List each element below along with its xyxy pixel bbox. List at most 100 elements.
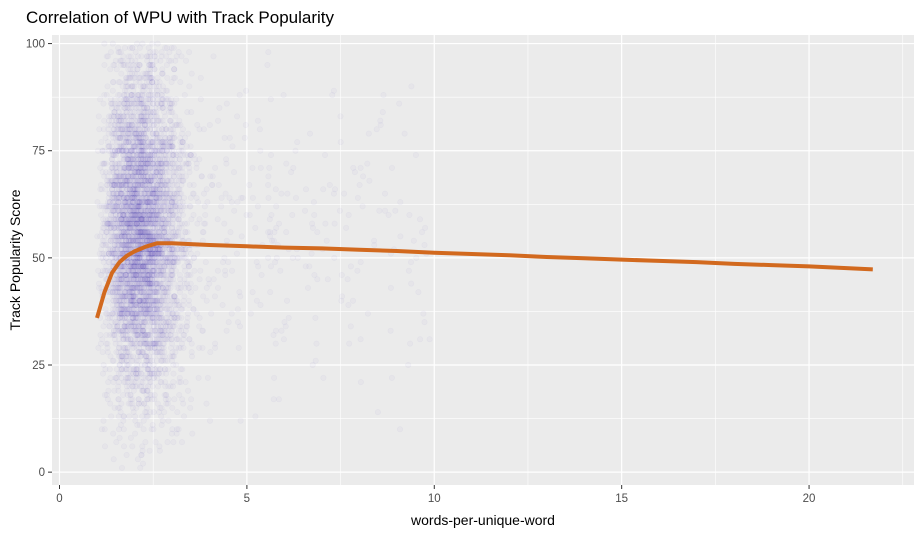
scatter-point: [142, 190, 149, 197]
scatter-point: [138, 53, 145, 60]
scatter-point: [160, 194, 167, 201]
scatter-point: [225, 319, 232, 326]
scatter-point: [265, 254, 272, 261]
scatter-point: [145, 233, 152, 240]
scatter-point: [156, 297, 163, 304]
scatter-point: [129, 443, 136, 450]
scatter-point: [144, 297, 151, 304]
scatter-point: [208, 310, 215, 317]
scatter-point: [109, 190, 116, 197]
scatter-point: [266, 164, 273, 171]
scatter-point: [119, 267, 126, 274]
scatter-point: [147, 391, 154, 398]
scatter-point: [120, 271, 127, 278]
scatter-point: [169, 353, 176, 360]
scatter-point: [241, 134, 248, 141]
scatter-point: [129, 289, 136, 296]
scatter-point: [173, 96, 180, 103]
scatter-point: [140, 160, 147, 167]
scatter-point: [131, 169, 138, 176]
scatter-point: [118, 130, 125, 137]
scatter-point: [164, 263, 171, 270]
scatter-point: [163, 233, 170, 240]
scatter-point: [121, 212, 128, 219]
scatter-point: [134, 70, 141, 77]
scatter-point: [121, 280, 128, 287]
scatter-point: [216, 104, 223, 111]
scatter-point: [150, 314, 157, 321]
scatter-point: [162, 289, 169, 296]
scatter-point: [140, 263, 147, 270]
scatter-point: [163, 147, 170, 154]
scatter-point: [127, 242, 134, 249]
scatter-point: [143, 413, 150, 420]
scatter-point: [131, 126, 138, 133]
scatter-point: [117, 280, 124, 287]
scatter-point: [129, 122, 136, 129]
scatter-point: [124, 271, 131, 278]
scatter-point: [158, 164, 165, 171]
scatter-point: [132, 160, 139, 167]
scatter-point: [127, 113, 134, 120]
scatter-point: [162, 199, 169, 206]
scatter-point: [134, 40, 141, 47]
scatter-point: [246, 182, 253, 189]
scatter-point: [143, 357, 150, 364]
scatter-point: [387, 284, 394, 291]
scatter-point: [113, 271, 120, 278]
scatter-point: [166, 109, 173, 116]
scatter-point: [132, 263, 139, 270]
scatter-point: [160, 173, 167, 180]
scatter-point: [100, 220, 107, 227]
scatter-point: [156, 297, 163, 304]
scatter-point: [234, 199, 241, 206]
scatter-point: [149, 190, 156, 197]
scatter-point: [178, 327, 185, 334]
scatter-point: [122, 280, 129, 287]
scatter-point: [171, 280, 178, 287]
scatter-point: [165, 147, 172, 154]
scatter-point: [108, 250, 115, 257]
scatter-point: [102, 443, 109, 450]
scatter-point: [117, 242, 124, 249]
scatter-point: [128, 203, 135, 210]
scatter-point: [167, 207, 174, 214]
scatter-point: [123, 310, 130, 317]
scatter-point: [105, 259, 112, 266]
scatter-point: [147, 199, 154, 206]
scatter-point: [124, 327, 131, 334]
scatter-point: [186, 301, 193, 308]
scatter-point: [347, 323, 354, 330]
scatter-point: [142, 134, 149, 141]
scatter-point: [102, 207, 109, 214]
scatter-point: [144, 301, 151, 308]
scatter-point: [173, 344, 180, 351]
scatter-point: [105, 216, 112, 223]
scatter-point: [131, 156, 138, 163]
scatter-point: [189, 430, 196, 437]
scatter-point: [184, 319, 191, 326]
scatter-point: [157, 293, 164, 300]
scatter-point: [145, 301, 152, 308]
scatter-point: [349, 297, 356, 304]
scatter-point: [377, 117, 384, 124]
scatter-point: [125, 242, 132, 249]
scatter-point: [410, 237, 417, 244]
scatter-point: [214, 216, 221, 223]
scatter-point: [120, 242, 127, 249]
scatter-point: [165, 327, 172, 334]
scatter-point: [122, 126, 129, 133]
scatter-point: [159, 216, 166, 223]
scatter-point: [174, 314, 181, 321]
scatter-point: [120, 212, 127, 219]
scatter-point: [165, 336, 172, 343]
scatter-point: [152, 186, 159, 193]
scatter-point: [249, 289, 256, 296]
scatter-point: [116, 336, 123, 343]
scatter-point: [101, 117, 108, 124]
scatter-point: [267, 289, 274, 296]
scatter-point: [111, 182, 118, 189]
scatter-point: [142, 331, 149, 338]
scatter-point: [110, 430, 117, 437]
scatter-point: [132, 271, 139, 278]
